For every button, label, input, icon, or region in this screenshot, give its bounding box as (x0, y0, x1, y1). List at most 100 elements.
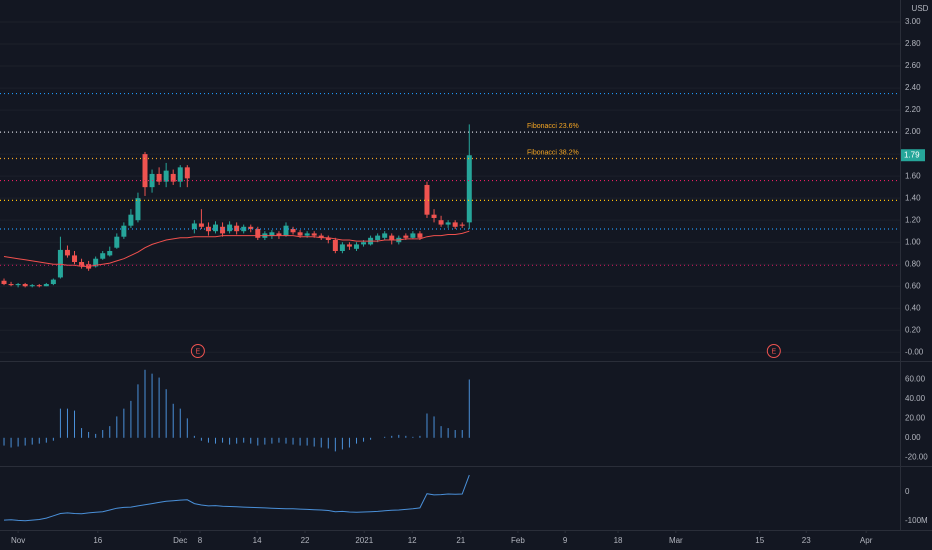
y-tick-label: 0 (905, 487, 910, 496)
y-tick-label: 60.00 (905, 375, 926, 384)
x-tick-label: 12 (408, 536, 417, 545)
candle-body (121, 225, 127, 237)
candle-body (177, 167, 183, 182)
y-tick-label: 2.00 (905, 127, 921, 136)
candle-body (64, 249, 70, 256)
y-tick-label: 2.20 (905, 105, 921, 114)
candle-body (93, 258, 99, 267)
y-tick-label: 1.40 (905, 193, 921, 202)
candle-body (361, 242, 367, 245)
x-tick-label: 2021 (355, 536, 373, 545)
y-tick-label: -0.00 (905, 347, 924, 356)
candle-body (318, 235, 324, 238)
y-tick-label: 2.60 (905, 61, 921, 70)
candle-body (410, 233, 416, 238)
candle-body (445, 222, 451, 225)
level-label: Fibonacci 23.6% (527, 123, 579, 130)
candle-body (382, 233, 388, 238)
candle-body (466, 155, 472, 223)
x-tick-label: 22 (301, 536, 310, 545)
candle-body (72, 255, 78, 263)
candle-body (311, 233, 317, 236)
x-tick-label: Dec (173, 536, 187, 545)
candle-body (1, 280, 7, 285)
earnings-label: E (771, 348, 776, 355)
x-tick-label: 15 (755, 536, 764, 545)
candle-body (191, 223, 197, 229)
candle-body (375, 235, 381, 240)
candle-body (29, 285, 35, 287)
x-tick-label: 18 (614, 536, 623, 545)
candle-body (22, 284, 28, 287)
candle-body (241, 226, 247, 232)
y-tick-label: -20.00 (905, 452, 928, 461)
candle-body (297, 232, 303, 236)
candle-body (283, 225, 289, 236)
candle-body (339, 244, 345, 252)
candle-body (220, 226, 226, 234)
y-tick-label: 0.60 (905, 281, 921, 290)
y-tick-label: -100M (905, 516, 928, 525)
last-price-box (901, 149, 925, 162)
candle-body (156, 173, 162, 182)
x-tick-label: 8 (198, 536, 203, 545)
x-tick-label: 9 (563, 536, 568, 545)
level-label: Fibonacci 38.2% (527, 149, 579, 156)
candle-body (424, 184, 430, 215)
candle-body (135, 198, 141, 221)
candle-body (8, 284, 14, 286)
candle-body (50, 279, 56, 285)
candle-body (184, 167, 190, 179)
candle-body (304, 233, 310, 236)
x-tick-label: 23 (802, 536, 811, 545)
candle-body (198, 223, 204, 227)
candle-body (389, 235, 395, 240)
last-price-label: 1.79 (904, 150, 920, 159)
candle-body (142, 154, 148, 188)
x-tick-label: Mar (669, 536, 683, 545)
candle-body (325, 237, 331, 240)
candle-body (346, 244, 352, 247)
candle-body (255, 228, 261, 238)
candle-body (248, 226, 254, 229)
candle-body (57, 249, 63, 278)
y-tick-label: 2.40 (905, 83, 921, 92)
candle-body (114, 236, 120, 248)
y-tick-label: 1.00 (905, 237, 921, 246)
candle-body (459, 224, 465, 226)
candle-body (417, 233, 423, 238)
y-tick-label: 0.00 (905, 433, 921, 442)
candle-body (43, 284, 49, 287)
currency-label: USD (912, 4, 929, 13)
candle-body (107, 251, 113, 256)
candle-body (290, 228, 296, 233)
y-tick-label: 1.60 (905, 171, 921, 180)
moving-average (3, 230, 470, 267)
candle-body (276, 233, 282, 236)
candle-body (163, 170, 169, 182)
y-tick-label: 0.20 (905, 325, 921, 334)
earnings-marker (766, 344, 781, 358)
x-tick-label: 14 (253, 536, 262, 545)
x-tick-label: 21 (456, 536, 465, 545)
x-tick-label: Apr (860, 536, 873, 545)
y-tick-label: 3.00 (905, 17, 921, 26)
candle-body (431, 214, 437, 218)
candle-body (227, 224, 233, 232)
x-tick-label: Feb (511, 536, 525, 545)
candle-body (403, 235, 409, 238)
earnings-label: E (196, 348, 201, 355)
y-tick-label: 0.40 (905, 303, 921, 312)
candle-body (100, 253, 106, 259)
candle-body (452, 222, 458, 227)
indicator-line (3, 474, 470, 522)
x-tick-label: Nov (11, 536, 25, 545)
y-tick-label: 1.20 (905, 215, 921, 224)
candle-body (353, 244, 359, 249)
y-tick-label: 20.00 (905, 413, 926, 422)
y-tick-label: 0.80 (905, 259, 921, 268)
y-tick-label: 2.80 (905, 39, 921, 48)
earnings-marker (190, 344, 205, 358)
